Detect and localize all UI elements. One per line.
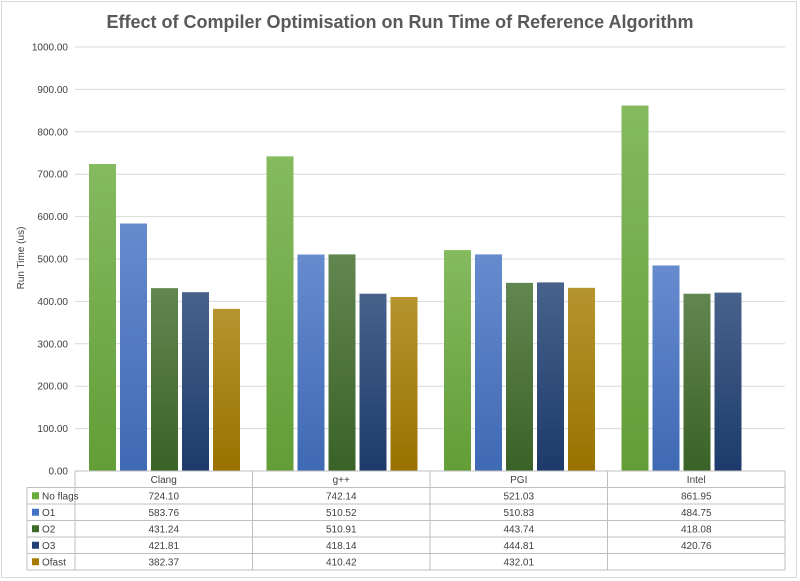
y-tick-label: 900.00 (37, 85, 68, 96)
data-table-value: 443.74 (503, 525, 534, 536)
data-table-value: 742.14 (326, 492, 357, 503)
data-table-value: 382.37 (148, 558, 179, 569)
data-table-value: 521.03 (503, 492, 534, 503)
y-tick-label: 500.00 (37, 255, 68, 266)
bar-o3-clang (182, 292, 209, 471)
bar-o2-intel (683, 293, 711, 471)
bar-ofast-g (390, 296, 418, 471)
bar-no-flags-pgi (444, 250, 471, 471)
bar-o1-intel (652, 265, 680, 471)
bar-o2-g (328, 254, 356, 471)
bars (89, 105, 742, 471)
data-table-value: 418.08 (681, 525, 712, 536)
bar-o1-pgi (475, 254, 502, 471)
data-table-value: 510.83 (503, 508, 534, 519)
legend-swatch (32, 492, 39, 500)
data-table-value: 410.42 (326, 558, 357, 569)
x-category-label: Intel (687, 475, 706, 486)
y-axis-label: Run Time (us) (16, 227, 27, 290)
data-table-value: 431.24 (148, 525, 179, 536)
data-table-value: 420.76 (681, 541, 712, 552)
legend-swatch (32, 508, 39, 516)
x-category-label: g++ (333, 475, 350, 486)
data-table-value: 583.76 (148, 508, 179, 519)
x-category-label: Clang (151, 475, 177, 486)
bar-ofast-clang (213, 308, 240, 471)
data-table-value: 421.81 (148, 541, 179, 552)
legend-series-name: O3 (42, 541, 56, 552)
data-table-value: 418.14 (326, 541, 357, 552)
y-tick-label: 200.00 (37, 382, 68, 393)
y-axis-ticks: 0.00 100.00 200.00 300.00 400.00 500.00 600.00… (32, 43, 69, 478)
legend-swatch (32, 525, 39, 533)
data-table-value: 484.75 (681, 508, 712, 519)
y-tick-label: 1000.00 (32, 43, 69, 54)
chart-title: Effect of Compiler Optimisation on Run T… (106, 12, 693, 32)
legend-swatch (32, 541, 39, 549)
y-tick-label: 100.00 (37, 424, 68, 435)
bar-no-flags-intel (621, 105, 649, 471)
legend-series-name: O1 (42, 508, 56, 519)
y-tick-label: 300.00 (37, 339, 68, 350)
bar-o3-intel (714, 292, 742, 471)
bar-o2-clang (151, 288, 178, 471)
data-table-value: 510.91 (326, 525, 357, 536)
y-tick-label: 700.00 (37, 170, 68, 181)
legend-series-name: O2 (42, 525, 56, 536)
bar-o3-g (359, 293, 387, 471)
data-table-value: 861.95 (681, 492, 712, 503)
legend-swatch (32, 558, 39, 566)
y-tick-label: 800.00 (37, 127, 68, 138)
bar-o1-g (297, 254, 325, 471)
y-tick-label: 0.00 (49, 467, 69, 478)
data-table-value: 444.81 (503, 541, 534, 552)
y-tick-label: 600.00 (37, 212, 68, 223)
data-table-value: 432.01 (503, 558, 534, 569)
x-category-label: PGI (510, 475, 527, 486)
data-table-value: 510.52 (326, 508, 357, 519)
bar-ofast-pgi (568, 287, 595, 471)
bar-o2-pgi (506, 282, 533, 471)
legend-series-name: Ofast (42, 558, 66, 569)
bar-o3-pgi (537, 282, 564, 471)
y-tick-label: 400.00 (37, 297, 68, 308)
bar-no-flags-g (266, 156, 294, 471)
bar-no-flags-clang (89, 163, 116, 471)
data-table-value: 724.10 (148, 492, 179, 503)
data-table: Clang g++ PGI Intel No flags 724.10 742.14 521.… (26, 470, 786, 571)
legend-series-name: No flags (42, 492, 79, 503)
bar-o1-clang (120, 223, 147, 471)
